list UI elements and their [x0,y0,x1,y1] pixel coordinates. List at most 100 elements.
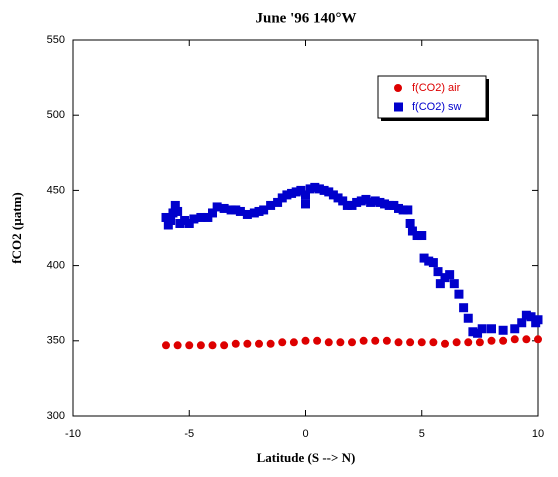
point [305,184,315,194]
point [394,338,403,347]
point [366,197,376,207]
point [389,200,399,210]
legend-label: f(CO2) air [412,82,461,94]
point [454,289,464,299]
legend-label: f(CO2) sw [412,101,462,113]
point [235,206,245,216]
point [203,212,213,222]
point [333,193,343,203]
point [266,339,275,348]
point [301,199,310,209]
point [394,203,403,213]
point [212,202,222,212]
y-tick-label: 300 [47,410,65,422]
point [249,208,259,218]
y-tick-label: 400 [47,260,65,272]
chart-title: June '96 140°W [255,10,356,26]
point [342,200,352,210]
point [348,338,356,347]
point [370,196,380,206]
point [328,190,338,200]
point [398,205,408,215]
x-axis-label: Latitude (S --> N) [257,450,356,465]
point [220,341,229,350]
point [473,328,483,338]
point [175,218,185,228]
point [347,200,357,210]
point [226,205,236,215]
point [498,325,508,335]
point [429,338,438,347]
point [510,335,519,344]
point [208,208,217,218]
point [310,182,320,192]
point [452,338,461,347]
point [282,190,292,200]
point [189,214,199,224]
y-tick-label: 350 [47,335,65,347]
point [475,338,484,347]
point [359,336,368,345]
point [371,336,380,345]
point [487,324,496,334]
point [289,338,298,347]
point [287,188,297,198]
point [324,187,334,197]
point [435,279,445,289]
point [464,338,473,347]
point [208,341,217,350]
point [441,339,449,348]
x-tick-label: 0 [302,428,308,440]
point [314,184,324,194]
point [534,335,542,344]
point [406,338,415,347]
point [433,267,443,277]
point [243,339,252,348]
point [459,303,469,313]
x-tick-label: -10 [65,428,81,440]
point [173,206,183,216]
point [382,336,391,345]
point [517,318,527,328]
point [424,256,434,266]
point [403,205,413,215]
point [521,310,531,320]
point [273,197,283,207]
point [180,215,190,225]
y-tick-label: 500 [47,109,65,121]
point [419,253,429,263]
point [313,336,322,345]
point [405,218,415,228]
y-tick-label: 450 [47,184,65,196]
point [428,258,438,268]
point [196,341,205,350]
point [487,336,496,345]
point [324,338,333,347]
legend-marker [394,102,403,112]
point [417,231,427,241]
point [526,312,536,322]
point [163,220,173,230]
legend-marker [394,84,402,92]
point [166,215,176,225]
point [231,339,240,348]
point [463,313,473,323]
x-tick-label: 5 [419,428,425,440]
point [170,200,180,210]
y-axis-label: fCO2 (µatm) [9,192,24,263]
point [440,273,450,283]
point [356,196,366,206]
point [412,231,422,241]
point [319,185,329,195]
point [522,335,531,344]
x-tick-label: -5 [184,428,194,440]
point [254,206,264,216]
point [301,336,310,345]
x-tick-label: 10 [532,428,544,440]
point [301,190,310,200]
point [184,218,194,228]
point [161,212,171,222]
point [219,203,229,213]
point [338,196,348,206]
